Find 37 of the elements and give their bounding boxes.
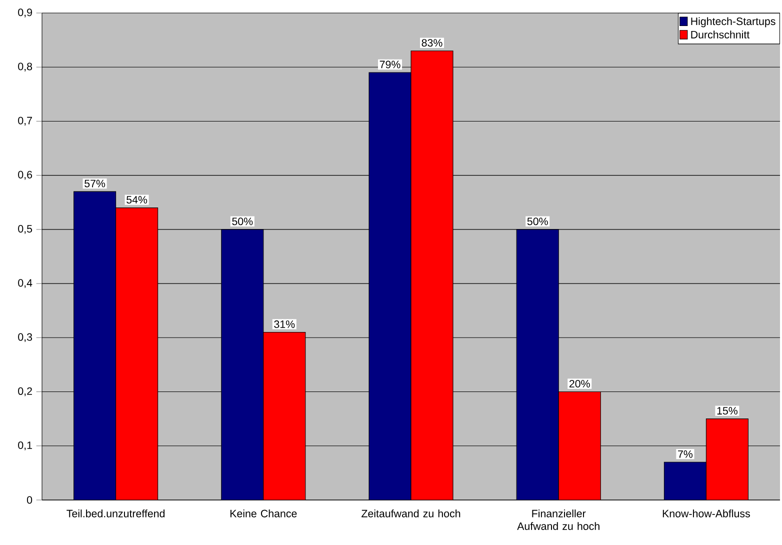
data-label: 7% (678, 450, 693, 458)
bar (74, 191, 116, 500)
data-label: 54% (126, 196, 148, 204)
bar (263, 332, 306, 500)
bar (706, 418, 748, 500)
data-label: 79% (380, 60, 400, 68)
data-label: 50% (232, 218, 253, 226)
bar (664, 462, 706, 500)
y-tick-label: 0,4 (18, 279, 32, 288)
bar (516, 229, 559, 500)
data-label: 20% (569, 380, 590, 388)
x-tick-label: Teil.bed.unzutreffend (66, 509, 165, 518)
bar (368, 72, 412, 500)
y-tick-label: 0,3 (18, 333, 32, 342)
x-tick-label: Keine Chance (230, 509, 297, 518)
bar (410, 50, 454, 500)
x-tick-label: Zeitaufwand zu hoch (362, 509, 460, 518)
y-tick-label: 0,5 (18, 225, 32, 234)
y-tick-label: 0 (26, 496, 32, 504)
legend-label: Hightech-Startups (691, 17, 776, 28)
y-tick-label: 0,2 (18, 387, 32, 396)
x-tick-label: Know-how-Abfluss (662, 509, 750, 518)
bar (221, 229, 264, 500)
y-tick-label: 0,1 (18, 441, 32, 450)
y-tick-label: 0,7 (18, 116, 32, 126)
data-label: 15% (717, 407, 738, 415)
y-tick-label: 0,8 (18, 62, 32, 72)
data-label: 57% (84, 180, 106, 188)
data-label: 31% (274, 320, 295, 328)
x-tick-label: Finanzieller Aufwand zu hoch (517, 509, 600, 530)
data-label: 50% (527, 218, 548, 226)
bar (116, 208, 158, 500)
legend-label: Durchschnitt (691, 30, 750, 38)
bar (558, 392, 601, 500)
y-tick-label: 0,6 (18, 170, 32, 180)
data-label: 83% (422, 39, 442, 47)
y-tick-label: 0,9 (18, 8, 32, 18)
